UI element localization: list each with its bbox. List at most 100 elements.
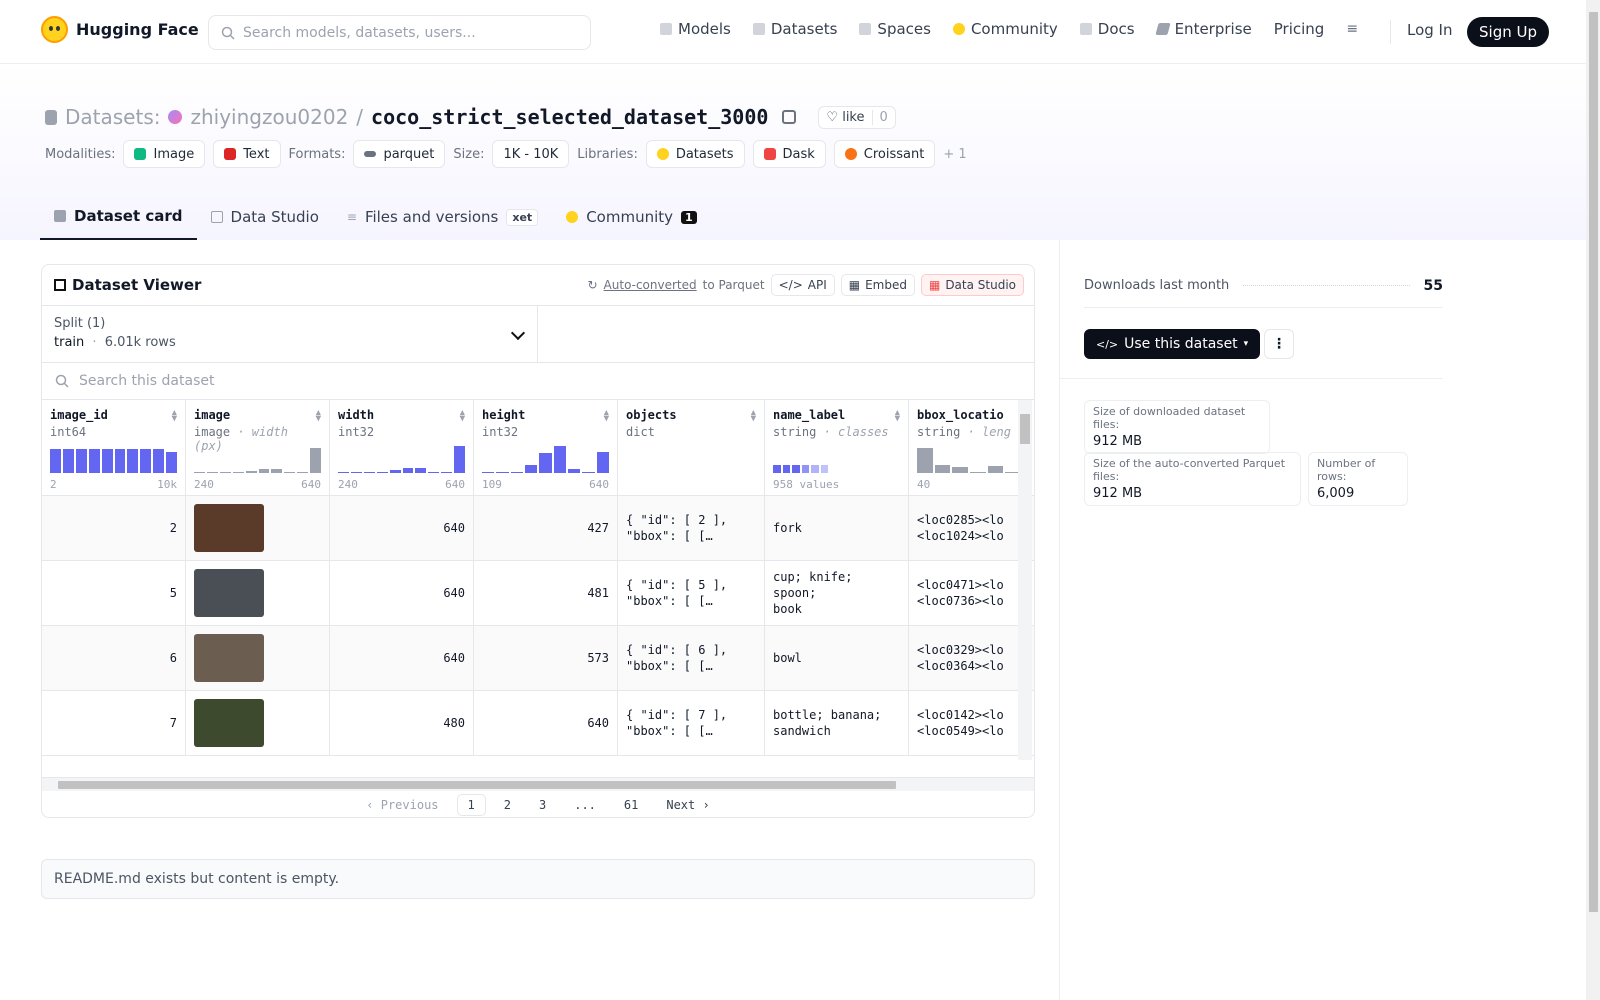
pagination-next[interactable]: Next › [666,798,710,812]
image-thumbnail[interactable] [194,504,264,552]
cell-name_label[interactable]: fork [765,496,909,560]
tab-data-studio[interactable]: Data Studio [197,194,333,240]
pagination-page[interactable]: 1 [456,794,486,816]
tab-dataset-card[interactable]: Dataset card [40,194,197,240]
nav-models[interactable]: Models [660,20,731,38]
image-thumbnail[interactable] [194,634,264,682]
dataset-search-input[interactable]: Search this dataset [42,363,1034,400]
data-studio-button[interactable]: ▦ Data Studio [920,274,1024,296]
column-header-height[interactable]: height int32 ▲ ▼ 109 640 [474,400,618,495]
pagination-page[interactable]: 2 [503,798,511,812]
cell-height[interactable]: 640 [474,691,618,755]
cell-name_label[interactable]: cup; knife; spoon; book [765,561,909,625]
owner-link[interactable]: zhiyingzou0202 [190,105,349,129]
column-name: objects [626,408,677,422]
sort-icon[interactable]: ▲ ▼ [171,408,177,424]
cell-objects[interactable]: { "id": [ 6 ], "bbox": [ [… [618,626,765,690]
library-chip-croissant[interactable]: Croissant [833,140,936,168]
cell-image_id[interactable]: 6 [42,626,186,690]
repo-name[interactable]: coco_strict_selected_dataset_3000 [371,105,769,129]
cell-bbox[interactable]: <loc0471><lo <loc0736><lo [917,578,1004,608]
column-header-name_label[interactable]: name_label string · classes ▲ ▼ 958 value… [765,400,909,495]
auto-converted-link[interactable]: Auto-converted [603,278,697,292]
column-header-objects[interactable]: objects dict ▲ ▼ [618,400,765,495]
table-horizontal-scrollbar[interactable] [42,777,1034,791]
cell-width[interactable]: 480 [330,691,474,755]
cell-image_id[interactable]: 2 [42,496,186,560]
embed-button[interactable]: ▦ Embed [840,274,915,296]
cell-bbox[interactable]: <loc0329><lo <loc0364><lo [917,643,1004,673]
cell-bbox[interactable]: <loc0142><lo <loc0549><lo [917,708,1004,738]
more-options-button[interactable]: ⋮ [1264,329,1294,359]
nav-enterprise[interactable]: Enterprise [1154,20,1252,38]
like-button[interactable]: ♡ like 0 [818,105,896,129]
cell-objects[interactable]: { "id": [ 2 ], "bbox": [ [… [618,496,765,560]
copy-icon[interactable] [782,110,797,124]
nav-community[interactable]: Community [952,20,1058,38]
nav-spaces[interactable]: Spaces [859,20,931,38]
pagination-previous[interactable]: ‹ Previous [366,798,439,812]
cell-height[interactable]: 481 [474,561,618,625]
more-menu-button[interactable]: ≡ [1346,21,1358,37]
libraries-more[interactable]: + 1 [943,146,967,162]
grid-icon [54,279,66,291]
column-header-width[interactable]: width int32 ▲ ▼ 240 640 [330,400,474,495]
cell-height[interactable]: 573 [474,626,618,690]
pagination-page[interactable]: 61 [623,798,639,812]
cell-image[interactable] [186,496,330,560]
library-chip-datasets[interactable]: Datasets [645,140,745,168]
column-header-bbox_location[interactable]: bbox_locatio string · leng 40 [909,400,1029,495]
owner-avatar[interactable] [168,110,183,124]
image-thumbnail[interactable] [194,699,264,747]
cell-height[interactable]: 427 [474,496,618,560]
sort-icon[interactable]: ▲ ▼ [894,408,900,424]
brand-logo[interactable]: Hugging Face [41,16,199,43]
sort-icon[interactable]: ▲ ▼ [750,408,756,424]
split-selector[interactable]: Split (1) train · 6.01k rows [42,306,538,363]
image-thumbnail[interactable] [194,569,264,617]
cell-objects[interactable]: { "id": [ 5 ], "bbox": [ [… [618,561,765,625]
cell-image_id[interactable]: 7 [42,691,186,755]
spaces-icon [859,23,872,35]
tab-community[interactable]: Community 1 [552,194,710,240]
section-label[interactable]: Datasets: [65,105,161,129]
cell-image[interactable] [186,691,330,755]
table-row[interactable]: 2 640 427{ "id": [ 2 ], "bbox": [ [… fork <l… [42,496,1034,561]
sort-icon[interactable]: ▲ ▼ [603,408,609,424]
modality-chip-image[interactable]: Image [123,140,206,168]
cell-image[interactable] [186,561,330,625]
library-chip-dask[interactable]: Dask [752,140,826,168]
table-row[interactable]: 6 640 573{ "id": [ 6 ], "bbox": [ [… bowl <l… [42,626,1034,691]
use-dataset-button[interactable]: </> Use this dataset ▾ [1084,329,1261,359]
cell-image[interactable] [186,626,330,690]
cell-width[interactable]: 640 [330,496,474,560]
cell-width[interactable]: 640 [330,626,474,690]
nav-datasets[interactable]: Datasets [752,20,837,38]
api-button[interactable]: </> API [770,274,835,296]
table-row[interactable]: 5 640 481{ "id": [ 5 ], "bbox": [ [… cup; k… [42,561,1034,626]
cell-width[interactable]: 640 [330,561,474,625]
nav-pricing[interactable]: Pricing [1274,20,1325,38]
modality-chip-text[interactable]: Text [213,140,281,168]
cell-name_label[interactable]: bottle; banana; sandwich [765,691,909,755]
table-row[interactable]: 7 480 640{ "id": [ 7 ], "bbox": [ [… bottle… [42,691,1034,756]
signup-button[interactable]: Sign Up [1467,17,1549,47]
column-header-image[interactable]: image image · width (px) ▲ ▼ 240 640 [186,400,330,495]
column-header-image_id[interactable]: image_id int64 ▲ ▼ 2 10k [42,400,186,495]
sort-icon[interactable]: ▲ ▼ [459,408,465,424]
chip-label: parquet [383,146,435,162]
nav-docs[interactable]: Docs [1079,20,1135,38]
cell-objects[interactable]: { "id": [ 7 ], "bbox": [ [… [618,691,765,755]
format-chip-parquet[interactable]: parquet [353,140,446,168]
sort-icon[interactable]: ▲ ▼ [315,408,321,424]
pagination-page[interactable]: 3 [538,798,547,812]
cell-bbox[interactable]: <loc0285><lo <loc1024><lo [917,513,1004,543]
size-chip[interactable]: 1K - 10K [492,140,570,168]
cell-image_id[interactable]: 5 [42,561,186,625]
login-link[interactable]: Log In [1407,21,1453,39]
table-vertical-scrollbar[interactable] [1018,400,1032,760]
page-scrollbar[interactable] [1586,0,1600,1000]
cell-name_label[interactable]: bowl [765,626,909,690]
global-search-input[interactable]: Search models, datasets, users... [208,15,591,50]
tab-files[interactable]: ≡ Files and versions xet [333,194,552,240]
